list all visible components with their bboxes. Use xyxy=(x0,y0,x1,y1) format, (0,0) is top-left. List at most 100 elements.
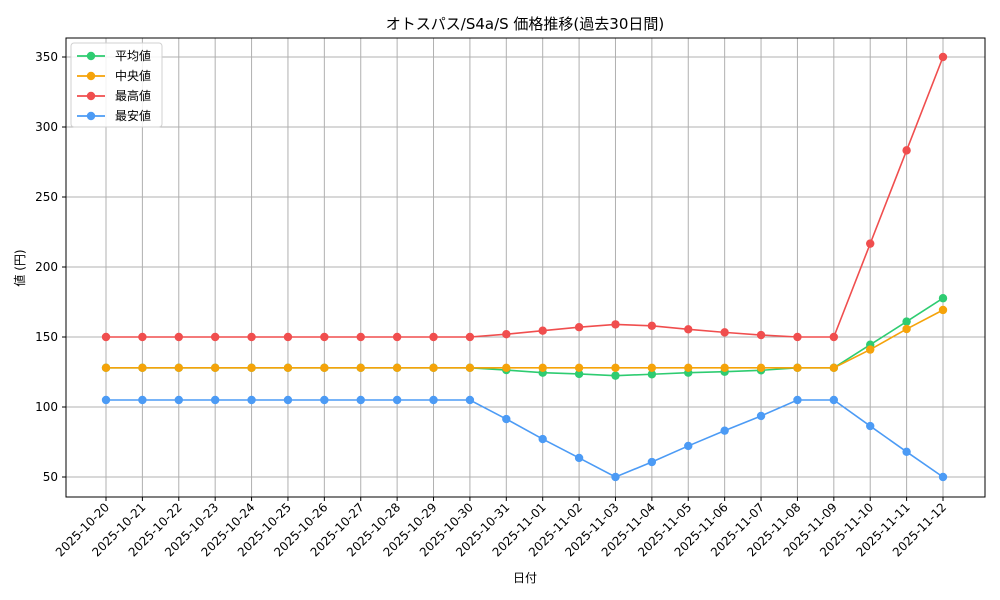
data-point xyxy=(429,363,438,372)
data-point xyxy=(538,326,547,335)
data-point xyxy=(538,363,547,372)
data-point xyxy=(866,239,875,248)
data-point xyxy=(866,421,875,431)
series-line xyxy=(101,395,948,482)
data-point xyxy=(720,426,729,435)
data-point xyxy=(392,363,402,372)
data-point xyxy=(247,363,256,372)
data-point xyxy=(684,441,693,451)
data-point xyxy=(611,320,620,329)
data-point xyxy=(684,325,693,334)
legend-label: 最安値 xyxy=(115,108,151,123)
data-point xyxy=(756,411,766,421)
data-point xyxy=(101,332,111,342)
data-point xyxy=(793,332,802,342)
data-point xyxy=(829,332,839,342)
y-tick-label: 250 xyxy=(35,190,58,204)
legend-label: 最高値 xyxy=(115,88,151,103)
data-point xyxy=(283,332,293,342)
y-tick-label: 100 xyxy=(35,400,58,414)
data-point xyxy=(611,371,620,380)
data-point xyxy=(611,472,620,482)
data-point xyxy=(247,332,256,342)
legend-marker-icon xyxy=(86,51,96,61)
data-point xyxy=(210,363,220,372)
data-point xyxy=(793,363,802,372)
y-axis-ticks: 50 100 150 200 250 300 350 xyxy=(35,50,66,484)
data-point xyxy=(210,332,220,342)
legend-label: 平均値 xyxy=(115,48,151,63)
y-axis-label: 値 (円) xyxy=(12,249,27,286)
y-tick-label: 200 xyxy=(35,260,58,274)
legend-marker-icon xyxy=(86,91,96,101)
data-point xyxy=(101,395,111,405)
data-point xyxy=(138,332,147,342)
data-point xyxy=(283,363,293,372)
series-line xyxy=(101,305,948,372)
data-point xyxy=(101,363,111,372)
data-point xyxy=(392,332,402,342)
data-point xyxy=(465,332,475,342)
data-point xyxy=(320,363,329,372)
legend-marker-icon xyxy=(86,111,96,121)
data-point xyxy=(538,434,547,444)
legend-marker-icon xyxy=(86,71,96,81)
data-point xyxy=(574,363,584,372)
legend-box xyxy=(70,42,163,128)
legend-item: 最安値 xyxy=(77,108,151,123)
data-point xyxy=(902,317,911,326)
y-tick-label: 50 xyxy=(43,470,58,484)
series-layer xyxy=(101,52,948,482)
data-point xyxy=(320,332,329,342)
data-point xyxy=(720,363,729,372)
data-point xyxy=(320,395,329,405)
data-point xyxy=(902,324,911,334)
data-point xyxy=(756,363,766,372)
data-point xyxy=(356,332,365,342)
data-point xyxy=(829,363,839,372)
data-point xyxy=(902,146,911,155)
data-point xyxy=(938,305,948,315)
data-point xyxy=(647,321,657,330)
data-point xyxy=(429,332,438,342)
data-point xyxy=(356,395,365,405)
data-point xyxy=(647,363,657,372)
y-tick-label: 300 xyxy=(35,120,58,134)
data-point xyxy=(829,395,839,405)
data-point xyxy=(247,395,256,405)
data-point xyxy=(502,330,511,339)
data-point xyxy=(465,363,475,372)
data-point xyxy=(429,395,438,405)
data-point xyxy=(138,395,147,405)
legend-item: 平均値 xyxy=(77,48,151,63)
data-point xyxy=(574,453,584,463)
data-point xyxy=(938,472,948,482)
data-point xyxy=(502,363,511,372)
x-axis-label: 日付 xyxy=(513,571,537,585)
data-point xyxy=(647,457,657,467)
data-point xyxy=(210,395,220,405)
data-point xyxy=(465,395,475,405)
data-point xyxy=(938,294,948,303)
y-tick-label: 150 xyxy=(35,330,58,344)
data-point xyxy=(684,363,693,372)
data-point xyxy=(647,370,657,379)
chart-title: オトスパス/S4a/S 価格推移(過去30日間) xyxy=(386,15,664,33)
data-point xyxy=(611,363,620,372)
data-point xyxy=(138,363,147,372)
data-point xyxy=(756,330,766,340)
x-axis-ticks: 2025-10-202025-10-212025-10-222025-10-23… xyxy=(53,497,949,559)
data-point xyxy=(720,328,729,337)
data-point xyxy=(174,363,183,372)
data-point xyxy=(356,363,365,372)
data-point xyxy=(938,52,948,62)
data-point xyxy=(793,395,802,405)
legend-item: 最高値 xyxy=(77,88,151,103)
data-point xyxy=(174,395,183,405)
data-point xyxy=(902,447,911,456)
y-tick-label: 350 xyxy=(35,50,58,64)
data-point xyxy=(574,323,584,332)
series-line xyxy=(101,52,948,342)
